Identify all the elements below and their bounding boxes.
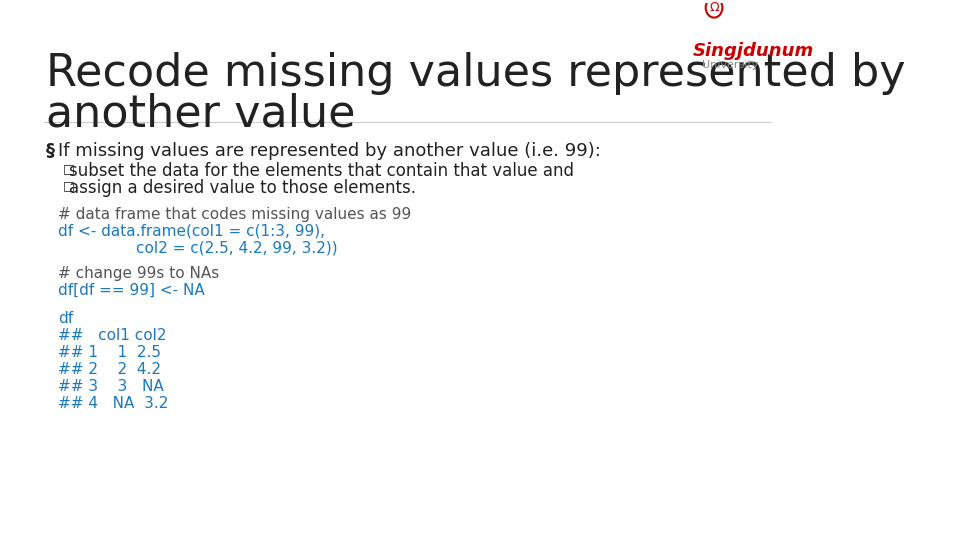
Text: df <- data.frame(col1 = c(1:3, 99),: df <- data.frame(col1 = c(1:3, 99), [59,224,325,239]
Text: ## 4   NA  3.2: ## 4 NA 3.2 [59,396,169,411]
Text: ## 3    3   NA: ## 3 3 NA [59,379,164,394]
Text: University: University [702,60,757,70]
Text: ## 2    2  4.2: ## 2 2 4.2 [59,362,161,377]
Text: df[df == 99] <- NA: df[df == 99] <- NA [59,284,205,298]
Text: ## 1    1  2.5: ## 1 1 2.5 [59,345,161,360]
Text: # change 99s to NAs: # change 99s to NAs [59,266,220,281]
Text: ##   col1 col2: ## col1 col2 [59,328,167,343]
Text: Ω: Ω [709,1,719,14]
Text: Singjdunum: Singjdunum [693,43,814,60]
Text: □: □ [62,162,74,175]
Text: If missing values are represented by another value (i.e. 99):: If missing values are represented by ano… [58,142,601,160]
Text: # data frame that codes missing values as 99: # data frame that codes missing values a… [59,207,412,221]
Text: Recode missing values represented by: Recode missing values represented by [46,52,905,96]
Text: df: df [59,311,74,326]
Text: another value: another value [46,92,355,135]
Text: col2 = c(2.5, 4.2, 99, 3.2)): col2 = c(2.5, 4.2, 99, 3.2)) [59,240,338,255]
Text: assign a desired value to those elements.: assign a desired value to those elements… [69,179,417,197]
Text: □: □ [62,179,74,192]
Text: subset the data for the elements that contain that value and: subset the data for the elements that co… [69,162,574,180]
Text: §: § [46,142,61,160]
